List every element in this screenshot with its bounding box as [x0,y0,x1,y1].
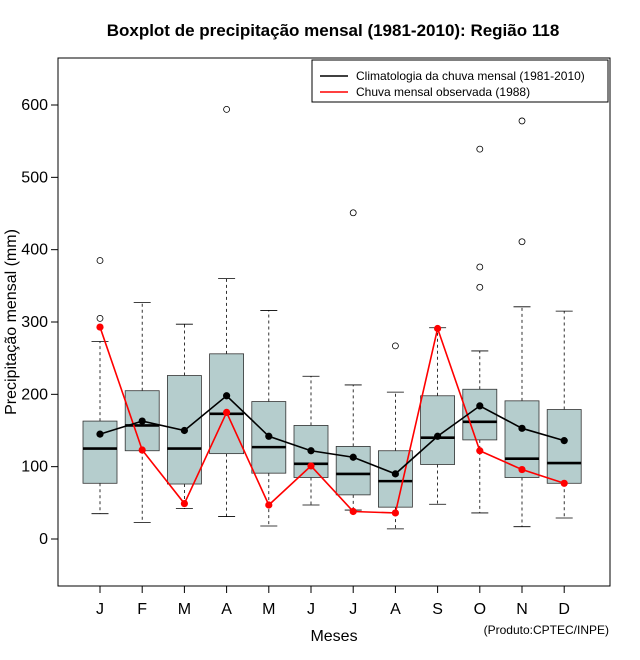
legend-label-climatology: Climatologia da chuva mensal (1981-2010) [356,69,585,83]
series-1-point [476,447,484,455]
box-iqr [420,395,456,465]
box-1 [124,302,160,523]
x-tick-label: M [178,601,191,618]
series-1-point [307,462,315,470]
series-lines [96,323,568,517]
series-0-point [349,453,357,461]
y-tick-label: 100 [21,459,48,476]
series-line-0 [99,394,565,475]
x-tick-label: D [558,601,570,618]
y-tick-label: 0 [39,531,48,548]
box-9 [462,145,498,514]
box-4 [251,310,287,527]
y-tick-label: 500 [21,169,48,186]
series-0-point [518,424,526,432]
box-iqr [251,401,287,474]
outlier-point [391,342,399,350]
x-tick-label: J [96,601,104,618]
box-8 [420,327,456,505]
outlier-point [518,238,526,246]
x-tick-label: A [221,601,232,618]
series-1-point [180,499,188,508]
series-1-point [96,323,104,331]
box-3 [209,105,245,517]
series-1-point [223,408,231,417]
series-0-point [96,430,104,438]
box-5 [293,375,329,506]
series-0-point [265,432,273,440]
outlier-point [476,145,484,153]
series-0-point [391,470,399,478]
outlier-point [96,314,104,322]
series-1-point [560,479,568,487]
series-0-point [434,432,442,440]
boxplot-group [82,105,582,530]
outlier-point [476,263,484,271]
series-1-point [265,501,273,509]
outlier-point [96,257,104,264]
x-tick-label: O [474,601,486,618]
series-line-1 [99,325,565,514]
legend-label-observed: Chuva mensal observada (1988) [356,85,530,99]
series-1-point [518,465,526,474]
legend: Climatologia da chuva mensal (1981-2010)… [311,59,609,103]
y-tick-label: 200 [21,386,48,403]
series-0-point [560,437,568,445]
x-tick-label: J [349,601,357,618]
box-11 [546,310,582,519]
y-tick-label: 600 [21,97,48,114]
plot-frame [57,57,611,587]
box-7 [377,342,413,530]
outlier-point [476,283,484,291]
series-0-point [307,447,315,455]
box-iqr [546,409,582,484]
x-tick-label: J [307,601,315,618]
x-axis-label: Meses [310,628,357,645]
chart-title: Boxplot de precipitação mensal (1981-201… [107,21,560,40]
series-1-point [391,509,399,517]
y-tick-label: 400 [21,242,48,259]
x-tick-label: M [262,601,275,618]
box-iqr [124,390,160,452]
x-tick-label: S [432,601,443,618]
x-tick-label: N [516,601,528,618]
series-1-point [349,507,357,516]
series-1-point [434,324,442,333]
series-0-point [138,417,146,425]
x-tick-label: A [390,601,401,618]
y-axis-label: Precipitação mensal (mm) [3,229,20,415]
outlier-point [223,105,231,113]
series-0-point [476,402,484,410]
outlier-point [349,209,357,217]
credit-text: (Produto:CPTEC/INPE) [484,623,609,637]
legend-box [311,59,609,103]
box-2 [166,323,202,510]
y-tick-label: 300 [21,314,48,331]
series-1-point [138,446,146,454]
box-0 [82,257,118,515]
outlier-point [518,117,526,125]
series-0-point [180,426,188,435]
x-tick-label: F [137,601,147,618]
box-10 [504,117,540,528]
series-0-point [223,392,231,400]
box-6 [335,209,371,511]
y-axis: 0 100 200 300 400 500 600 [21,97,58,548]
